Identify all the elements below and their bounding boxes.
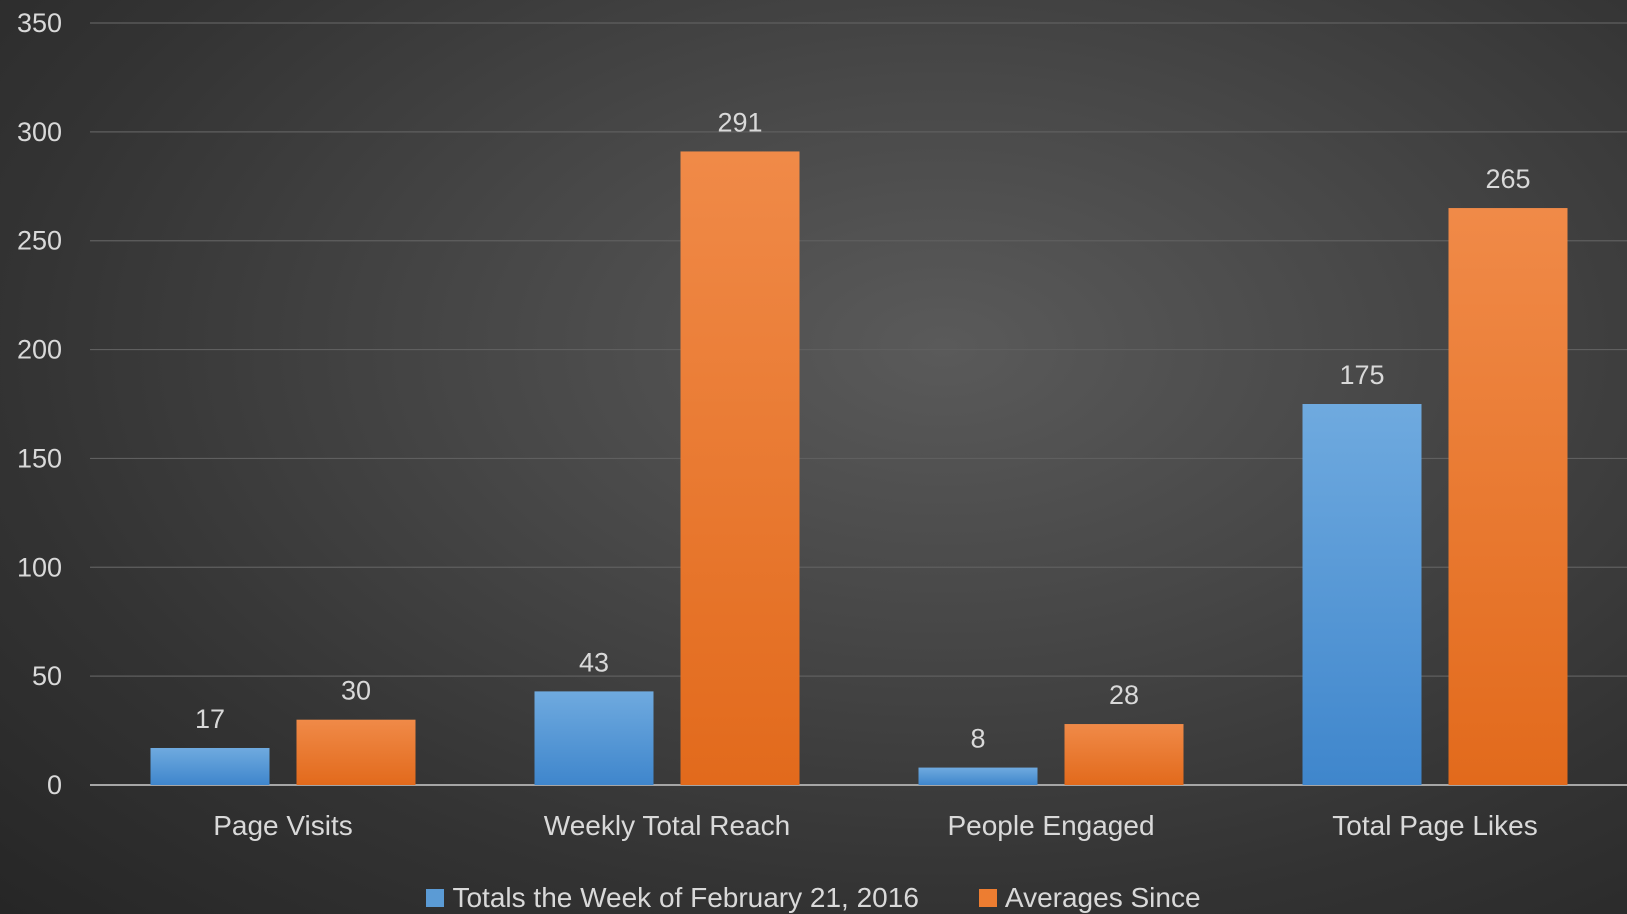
bar-totals[interactable] [1302,404,1422,785]
bar-totals[interactable] [918,767,1038,785]
y-tick-label: 150 [17,443,62,473]
data-label: 291 [717,107,762,137]
y-tick-label: 300 [17,117,62,147]
data-label: 28 [1109,680,1139,710]
y-tick-label: 50 [32,661,62,691]
data-label: 175 [1339,360,1384,390]
bar-averages[interactable] [680,151,800,786]
bar-averages[interactable] [1064,724,1184,785]
data-label: 17 [195,704,225,734]
data-label: 265 [1485,164,1530,194]
legend-swatch-orange [978,889,997,907]
data-label: 43 [579,647,609,677]
y-tick-label: 350 [17,8,62,38]
x-tick-label: Weekly Total Reach [544,810,790,841]
y-tick-label: 0 [47,770,62,800]
y-tick-label: 200 [17,335,62,365]
legend-label-series-2: Averages Since [1004,882,1201,913]
bar-averages[interactable] [1448,208,1568,786]
y-tick-label: 250 [17,226,62,256]
x-tick-label: Total Page Likes [1332,810,1537,841]
bar-totals[interactable] [150,747,270,785]
x-tick-label: People Engaged [947,810,1154,841]
data-label: 8 [970,724,985,754]
y-tick-label: 100 [17,552,62,582]
legend-item-series-1[interactable]: Totals the Week of February 21, 2016 [426,882,919,914]
chart-legend: Totals the Week of February 21, 2016 Ave… [0,882,1627,914]
legend-label-series-1: Totals the Week of February 21, 2016 [452,882,919,913]
legend-item-series-2[interactable]: Averages Since [978,882,1201,914]
x-tick-label: Page Visits [213,810,353,841]
bar-totals[interactable] [534,691,654,785]
legend-swatch-blue [426,889,445,907]
bar-averages[interactable] [296,719,416,785]
data-label: 30 [341,676,371,706]
